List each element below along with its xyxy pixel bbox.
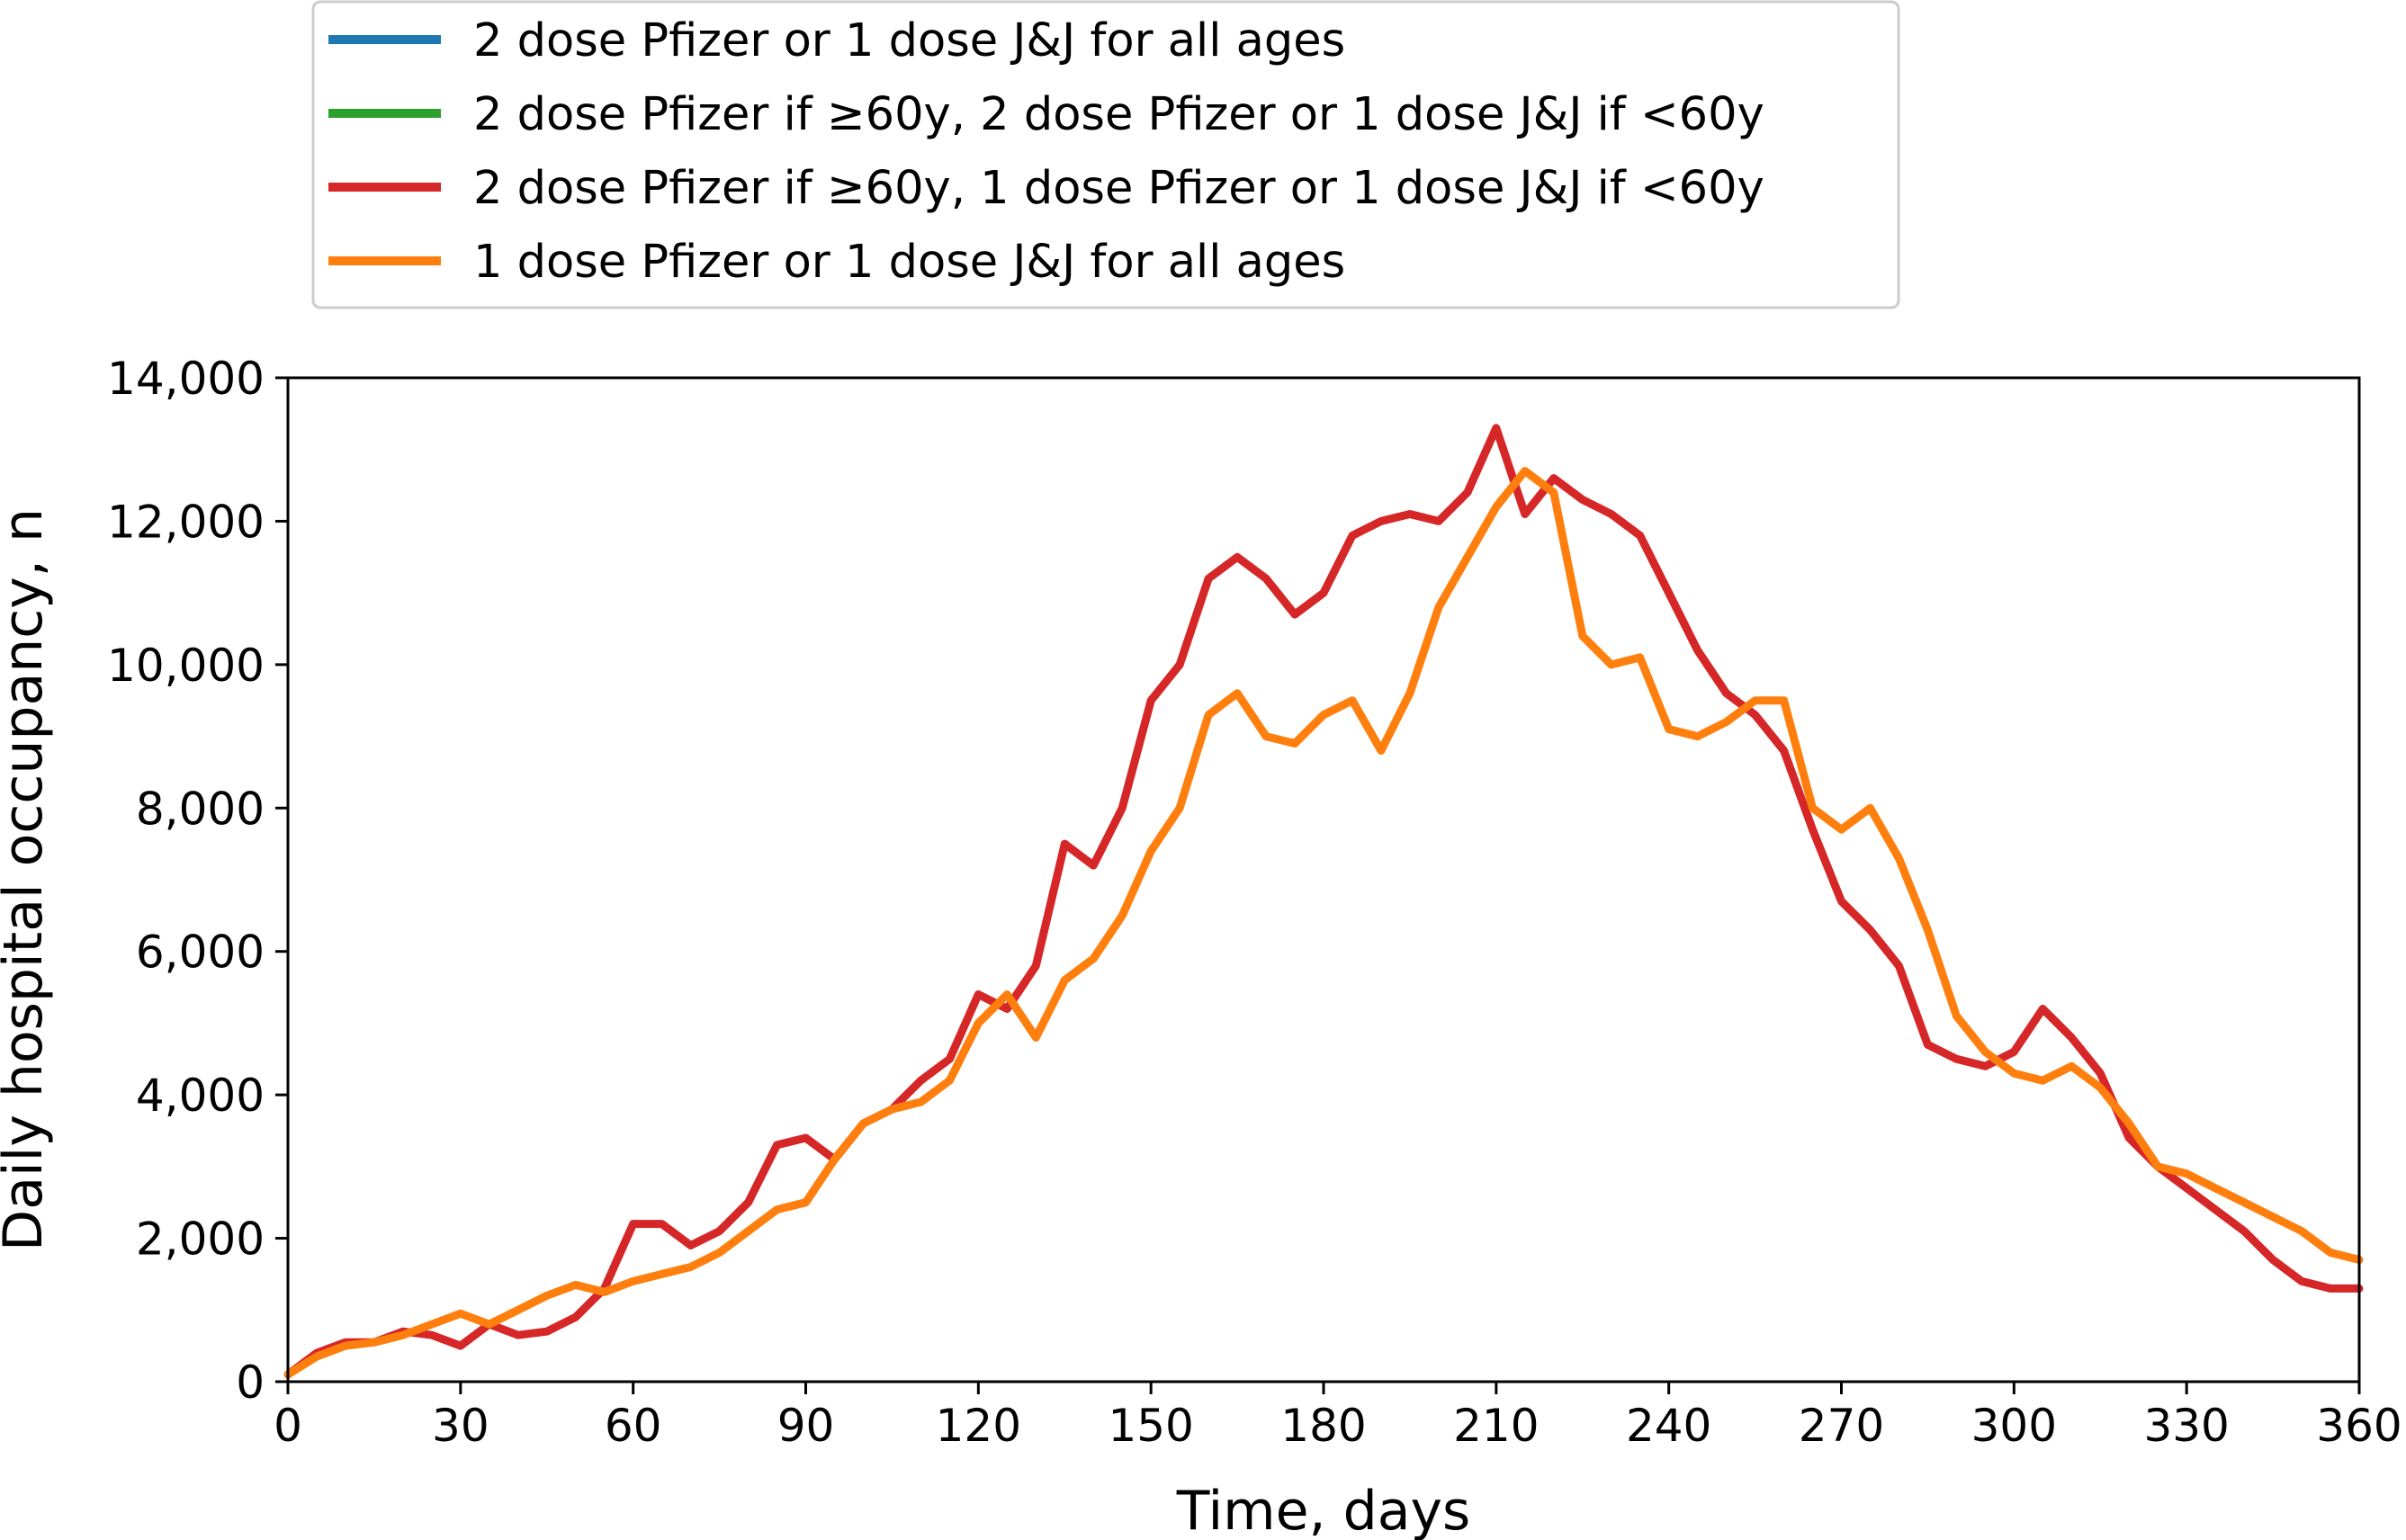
x-tick-label: 0 xyxy=(274,1400,302,1452)
legend-label-series-3: 2 dose Pfizer if ≥60y, 1 dose Pfizer or … xyxy=(473,162,1764,215)
x-tick-label: 60 xyxy=(605,1400,662,1452)
x-tick-label: 300 xyxy=(1971,1400,2057,1452)
legend-frame xyxy=(311,0,1900,309)
x-tick-label: 360 xyxy=(2316,1400,2402,1452)
y-tick-label: 12,000 xyxy=(107,496,265,548)
series-line-4 xyxy=(283,467,2364,1379)
y-axis-label: Daily hospital occupancy, n xyxy=(0,508,55,1251)
x-tick-label: 210 xyxy=(1453,1400,1539,1452)
x-tick-label: 270 xyxy=(1799,1400,1884,1452)
y-tick-label: 2,000 xyxy=(136,1213,265,1266)
x-tick-label: 180 xyxy=(1280,1400,1366,1452)
x-tick-label: 120 xyxy=(936,1400,1021,1452)
y-tick-label: 6,000 xyxy=(136,927,265,979)
x-tick-label: 150 xyxy=(1108,1400,1193,1452)
x-axis-label: Time, days xyxy=(1176,1480,1471,1540)
legend-label-series-1: 2 dose Pfizer or 1 dose J&J for all ages xyxy=(473,14,1345,67)
x-tick-label: 330 xyxy=(2143,1400,2229,1452)
y-tick-label: 0 xyxy=(236,1356,265,1409)
y-tick-label: 14,000 xyxy=(107,353,265,405)
series-layer xyxy=(283,424,2364,1379)
x-tick-label: 240 xyxy=(1626,1400,1711,1452)
y-tick-label: 10,000 xyxy=(107,640,265,692)
legend: 2 dose Pfizer or 1 dose J&J for all ages… xyxy=(311,0,1900,309)
y-tick-label: 4,000 xyxy=(136,1070,265,1122)
plot-frame xyxy=(286,376,2361,1383)
legend-label-series-2: 2 dose Pfizer if ≥60y, 2 dose Pfizer or … xyxy=(473,88,1764,141)
legend-label-series-4: 1 dose Pfizer or 1 dose J&J for all ages xyxy=(473,236,1345,289)
series-line-3 xyxy=(283,424,2364,1379)
ticks-layer: 0 30 60 90 120 150 180 210 240 270 300 330 360 0 2,000… xyxy=(107,353,2402,1452)
x-tick-label: 30 xyxy=(432,1400,489,1452)
x-tick-label: 90 xyxy=(777,1400,835,1452)
y-tick-label: 8,000 xyxy=(136,783,265,835)
